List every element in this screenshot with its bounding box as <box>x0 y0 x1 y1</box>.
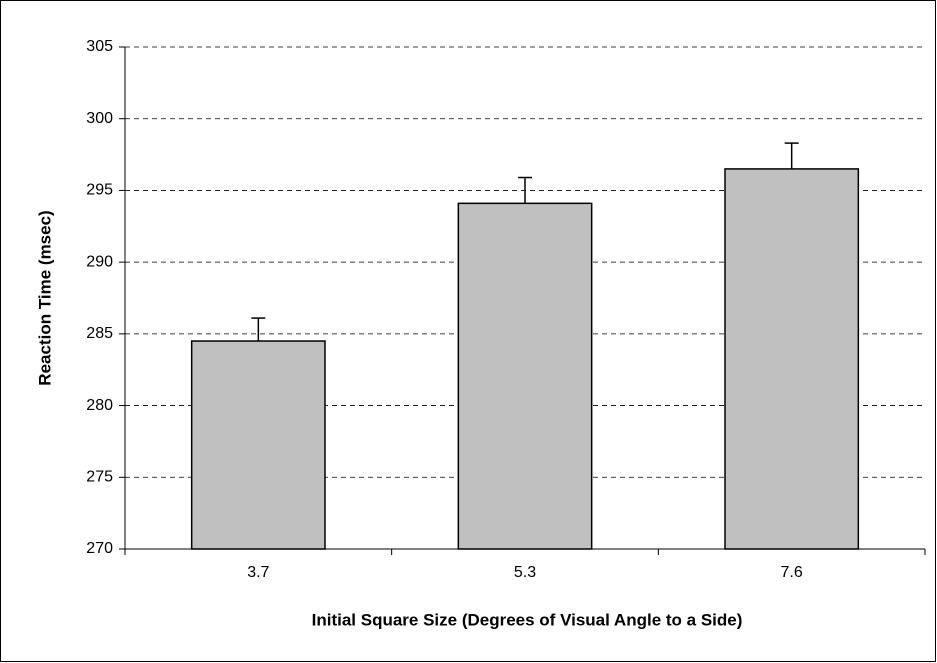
y-tick-label: 275 <box>86 469 113 486</box>
y-tick-label: 285 <box>86 325 113 342</box>
y-tick-label: 295 <box>86 182 113 199</box>
y-tick-label: 280 <box>86 397 113 414</box>
y-tick-label: 290 <box>86 253 113 270</box>
y-tick-label: 305 <box>86 38 113 55</box>
x-tick-label: 7.6 <box>781 564 803 581</box>
x-tick-label: 5.3 <box>514 564 536 581</box>
y-tick-label: 300 <box>86 110 113 127</box>
y-tick-label: 270 <box>86 540 113 557</box>
x-axis-label: Initial Square Size (Degrees of Visual A… <box>312 610 743 629</box>
x-tick-label: 3.7 <box>247 564 269 581</box>
bar <box>457 202 593 550</box>
y-axis-label: Reaction Time (msec) <box>35 210 54 385</box>
bar <box>724 168 860 550</box>
bar <box>190 340 326 550</box>
